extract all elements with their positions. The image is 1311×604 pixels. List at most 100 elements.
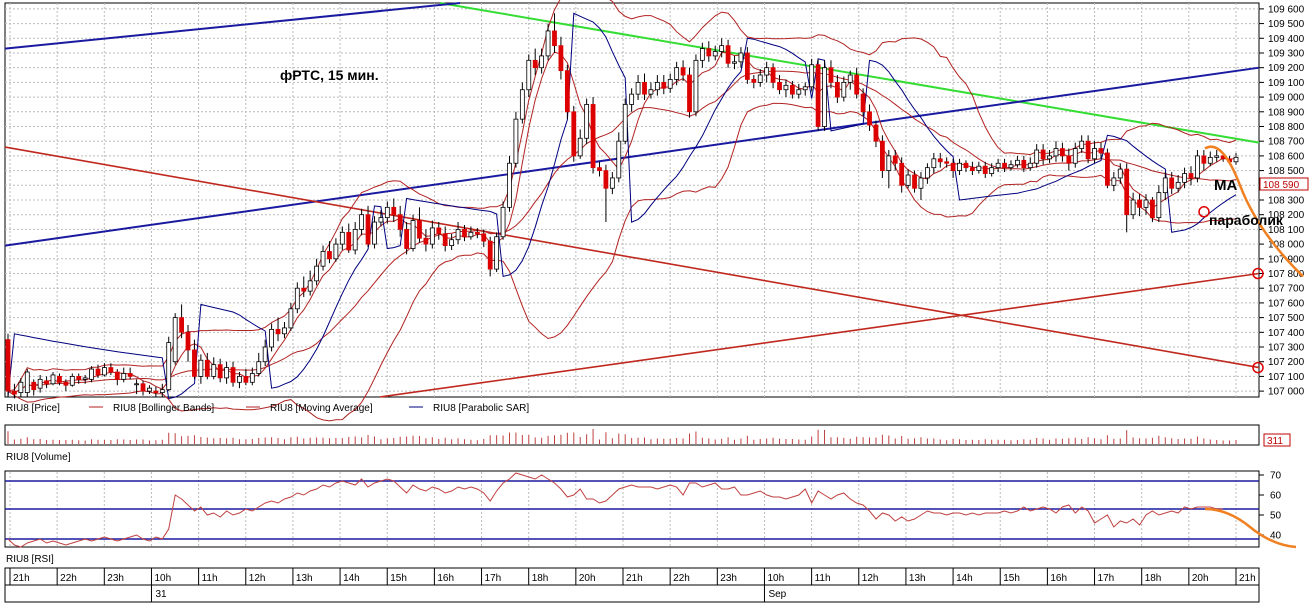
candle-body: [744, 52, 750, 80]
legend-bollinger: RIU8 [Bollinger Bands]: [113, 403, 214, 414]
candle-body: [937, 158, 943, 163]
candle-body: [1124, 168, 1130, 216]
candle-body: [333, 243, 339, 260]
candle-body: [37, 378, 43, 389]
candle-body: [114, 371, 120, 380]
time-label: 18h: [1145, 573, 1162, 584]
candle-body: [1098, 148, 1104, 154]
bollinger-lower: [7, 102, 1237, 422]
candle-body: [783, 84, 789, 91]
candle-body: [417, 220, 422, 239]
candle-body: [648, 89, 654, 95]
candle-body: [571, 111, 577, 157]
candle-body: [404, 229, 410, 249]
candle-body: [989, 167, 995, 174]
candle-body: [436, 227, 442, 235]
time-label: 11h: [202, 573, 218, 584]
candle-body: [204, 359, 210, 377]
rsi-tick-label: 70: [1270, 471, 1282, 482]
candle-body: [449, 239, 455, 246]
candle-body: [1137, 199, 1142, 208]
candle-body: [1162, 177, 1168, 194]
candle-body: [635, 81, 641, 95]
price-tick-label: 108 900: [1268, 107, 1305, 118]
candle-body: [834, 81, 840, 98]
candle-body: [995, 162, 1001, 169]
price-tick-label: 107 300: [1268, 343, 1305, 354]
candle-body: [789, 84, 795, 95]
candle-body: [57, 376, 62, 383]
bollinger-upper: [7, 0, 1237, 392]
candle-body: [931, 158, 937, 169]
candle-body: [423, 237, 429, 245]
rsi-tick-label: 40: [1270, 531, 1282, 542]
candle-body: [564, 70, 570, 113]
candle-body: [1079, 140, 1085, 149]
candle-body: [307, 280, 313, 292]
candle-body: [597, 167, 602, 171]
candle-body: [89, 368, 94, 380]
candle-body: [1143, 199, 1149, 208]
candle-body: [500, 206, 506, 238]
candle-body: [892, 155, 898, 164]
trendline-marker: [1252, 361, 1264, 374]
candle-body: [899, 162, 905, 186]
time-label: 12h: [862, 573, 879, 584]
price-tick-label: 108 100: [1268, 225, 1305, 236]
trendline-marker: [1252, 267, 1264, 280]
candle-body: [1015, 159, 1020, 166]
time-label: 12h: [249, 573, 266, 584]
candle-body: [127, 373, 133, 377]
candle-body: [532, 59, 538, 69]
legend-ma: RIU8 [Moving Average]: [270, 403, 373, 414]
candle-body: [1130, 199, 1136, 216]
candle-body: [108, 367, 114, 373]
candle-body: [468, 231, 474, 238]
time-label: 17h: [1098, 573, 1115, 584]
candle-body: [384, 206, 390, 219]
candle-body: [867, 111, 872, 126]
time-label: 14h: [956, 573, 973, 584]
candle-body: [1214, 155, 1220, 158]
candle-body: [905, 174, 911, 186]
candle-body: [327, 251, 332, 260]
candle-body: [970, 167, 975, 171]
parabolic-sar-line: [7, 12, 1237, 400]
candle-body: [1150, 199, 1155, 219]
candle-body: [1105, 152, 1110, 186]
price-tick-label: 108 800: [1268, 122, 1305, 133]
candle-body: [1175, 181, 1181, 189]
candle-body: [410, 220, 416, 249]
price-tick-label: 108 200: [1268, 210, 1305, 221]
resistance-trendline: [439, 2, 1260, 144]
time-label: 13h: [296, 573, 313, 584]
candle-body: [860, 93, 866, 113]
candle-body: [725, 45, 731, 64]
candle-body: [44, 380, 49, 385]
legend: RIU8 [Price] RIU8 [Bollinger Bands] RIU8…: [6, 403, 529, 414]
candle-body: [802, 86, 808, 91]
candle-body: [1072, 148, 1078, 164]
candle-body: [192, 349, 197, 377]
channel-upper-trendline: [4, 2, 461, 50]
candle-body: [687, 74, 692, 113]
candle-body: [661, 81, 667, 89]
candle-body: [539, 55, 545, 69]
candle-body: [24, 371, 30, 393]
price-tick-label: 107 100: [1268, 372, 1305, 383]
candle-body: [732, 61, 737, 64]
forecast-curve: [1204, 145, 1304, 278]
price-tick-label: 108 600: [1268, 151, 1305, 162]
sar-marker: [1198, 206, 1210, 218]
time-label: 17h: [485, 573, 502, 584]
candle-body: [552, 30, 557, 47]
price-tick-label: 107 800: [1268, 269, 1305, 280]
candle-body: [770, 67, 776, 83]
time-label: 22h: [60, 573, 77, 584]
candle-body: [828, 67, 834, 83]
legend-sar: RIU8 [Parabolic SAR]: [433, 403, 529, 414]
candle-body: [642, 81, 647, 95]
candle-body: [603, 170, 609, 189]
candle-body: [680, 67, 686, 76]
